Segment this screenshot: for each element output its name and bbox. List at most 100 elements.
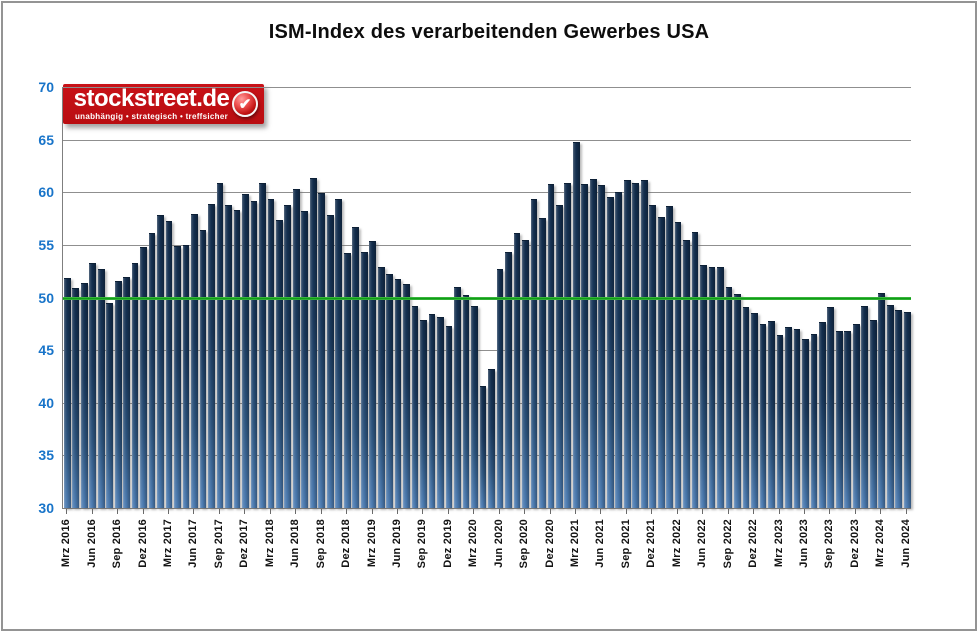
x-axis-label-text: Mrz 2022 (670, 519, 683, 568)
x-axis-label-text: Sep 2018 (314, 519, 327, 569)
x-axis-label-text: Mrz 2017 (162, 519, 174, 568)
x-axis-label-11: Dez 2018 (340, 519, 352, 568)
x-tick-26 (727, 509, 729, 514)
bar-month-34 (352, 227, 360, 508)
x-tick-13 (396, 509, 398, 514)
x-axis-label-30: Sep 2023 (823, 519, 835, 568)
bar-month-75 (700, 264, 707, 508)
x-axis-label-32: Mrz 2024 (874, 519, 886, 567)
y-axis-label-55: 55 (38, 236, 54, 253)
bar-month-71 (666, 206, 673, 508)
x-axis-label-text: Sep 2020 (518, 519, 531, 569)
x-axis-label-text: Dez 2016 (136, 519, 149, 568)
x-tick-11 (346, 509, 348, 514)
bar-month-31 (326, 215, 334, 508)
x-tick-32 (880, 509, 882, 514)
bar-month-84 (776, 335, 784, 508)
bar-month-6 (114, 280, 122, 508)
x-tick-2 (117, 509, 119, 514)
bar-series (63, 87, 911, 508)
bar-month-50 (488, 369, 495, 508)
bar-month-19 (225, 204, 232, 508)
bar-month-22 (250, 200, 258, 508)
bar-month-93 (852, 323, 860, 508)
bar-month-53 (513, 233, 521, 508)
stockstreet-logo: stockstreet.de unabhängig • strategisch … (63, 84, 264, 124)
x-axis-label-text: Sep 2022 (721, 519, 734, 569)
bar-month-63 (598, 184, 606, 508)
x-axis-label-text: Jun 2022 (696, 519, 709, 568)
x-axis-ticks (62, 509, 910, 515)
x-axis-label-text: Sep 2017 (212, 519, 225, 569)
y-axis-label-65: 65 (38, 131, 54, 148)
bar-month-18 (216, 182, 224, 508)
bar-month-89 (819, 321, 826, 508)
x-tick-22 (625, 509, 627, 514)
bar-month-60 (572, 141, 580, 508)
bar-month-17 (208, 203, 215, 508)
x-axis-label-4: Mrz 2017 (162, 519, 174, 567)
bar-month-26 (284, 204, 292, 508)
x-tick-30 (829, 509, 831, 514)
x-tick-6 (218, 509, 220, 514)
bar-month-92 (844, 331, 852, 508)
x-tick-20 (575, 509, 577, 514)
x-tick-17 (498, 509, 500, 514)
x-axis-label-5: Jun 2017 (187, 519, 199, 568)
x-tick-14 (422, 509, 424, 514)
x-tick-29 (804, 509, 805, 514)
bar-month-44 (437, 316, 444, 508)
bar-month-59 (564, 182, 572, 508)
x-axis-label-9: Jun 2018 (289, 519, 301, 568)
gridline-45 (63, 350, 911, 352)
x-tick-7 (244, 509, 246, 514)
x-axis-label-text: Mrz 2021 (569, 519, 582, 568)
bar-month-24 (267, 198, 275, 508)
x-axis-label-21: Jun 2021 (594, 519, 606, 568)
bar-month-0 (63, 277, 71, 508)
x-axis-label-text: Mrz 2018 (263, 519, 276, 568)
bar-month-37 (377, 267, 385, 508)
x-axis-label-14: Sep 2019 (416, 519, 428, 568)
x-axis-label-3: Dez 2016 (137, 519, 149, 568)
x-axis-label-text: Jun 2017 (187, 519, 200, 568)
bar-month-15 (191, 214, 198, 508)
bar-month-74 (691, 232, 699, 508)
bar-month-80 (742, 307, 750, 508)
x-axis-label-24: Mrz 2022 (671, 519, 683, 567)
x-axis-label-text: Mrz 2024 (874, 519, 887, 568)
x-axis-label-text: Sep 2023 (823, 519, 836, 569)
x-axis-label-text: Dez 2019 (441, 519, 454, 568)
gridline-40 (63, 402, 911, 404)
x-tick-31 (854, 509, 856, 514)
x-axis-label-text: Jun 2023 (798, 519, 810, 568)
x-tick-27 (753, 509, 755, 514)
bar-month-41 (411, 305, 419, 508)
x-axis-label-26: Sep 2022 (722, 519, 734, 568)
gridline-70 (63, 87, 911, 88)
x-axis-label-text: Dez 2018 (340, 519, 353, 568)
bar-month-52 (505, 252, 512, 508)
bar-month-39 (394, 278, 402, 508)
x-axis-label-6: Sep 2017 (213, 519, 225, 568)
x-axis-label-16: Mrz 2020 (467, 519, 479, 567)
x-tick-16 (473, 509, 475, 514)
x-tick-21 (600, 509, 602, 514)
bar-month-97 (886, 304, 894, 508)
x-axis-label-text: Jun 2020 (492, 519, 505, 568)
chart-title: ISM-Index des verarbeitenden Gewerbes US… (268, 21, 710, 43)
x-axis-label-text: Dez 2020 (543, 519, 556, 568)
bar-month-11 (157, 215, 164, 508)
bar-month-1 (72, 288, 80, 508)
bar-month-28 (301, 211, 309, 508)
x-axis-label-text: Sep 2019 (416, 519, 429, 569)
x-axis-label-12: Mrz 2019 (366, 519, 378, 567)
x-tick-3 (142, 509, 144, 514)
bar-month-56 (539, 217, 546, 508)
x-tick-5 (193, 509, 195, 514)
x-tick-28 (778, 509, 780, 514)
logo-tagline: unabhängig • strategisch • treffsicher (74, 112, 229, 121)
logo-text-block: stockstreet.de unabhängig • strategisch … (63, 87, 232, 122)
bar-month-49 (479, 385, 487, 508)
x-tick-0 (66, 509, 68, 514)
